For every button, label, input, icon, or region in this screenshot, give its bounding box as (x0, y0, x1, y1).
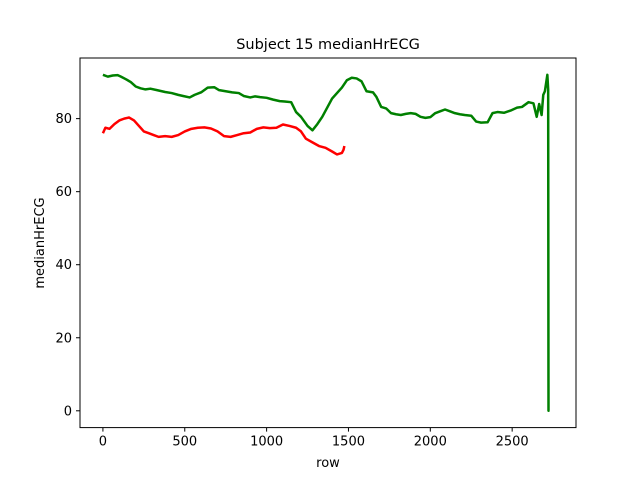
x-axis-ticks: 0 500 1000 1500 2000 2500 (99, 427, 529, 450)
y-tick-label: 20 (55, 331, 72, 346)
x-tick-label: 1500 (332, 435, 365, 450)
plot-background (80, 58, 576, 428)
series-line-1 (101, 116, 346, 156)
x-axis-label: row (316, 456, 340, 471)
x-tick-label: 1000 (250, 435, 283, 450)
x-tick-label: 500 (172, 435, 197, 450)
x-tick-label: 2000 (414, 435, 447, 450)
x-tick-label: 0 (99, 435, 107, 450)
series-layer (101, 73, 550, 413)
y-axis-ticks: 0 20 40 60 80 (55, 112, 80, 419)
y-tick-label: 60 (55, 185, 72, 200)
y-tick-label: 80 (55, 112, 72, 127)
y-axis-label: medianHrECG (33, 197, 48, 288)
chart-title: Subject 15 medianHrECG (236, 37, 420, 53)
x-tick-label: 2500 (496, 435, 529, 450)
series-line-2 (102, 73, 550, 413)
y-tick-label: 40 (55, 258, 72, 273)
y-tick-label: 0 (64, 404, 72, 419)
plot-frame (79, 57, 577, 429)
